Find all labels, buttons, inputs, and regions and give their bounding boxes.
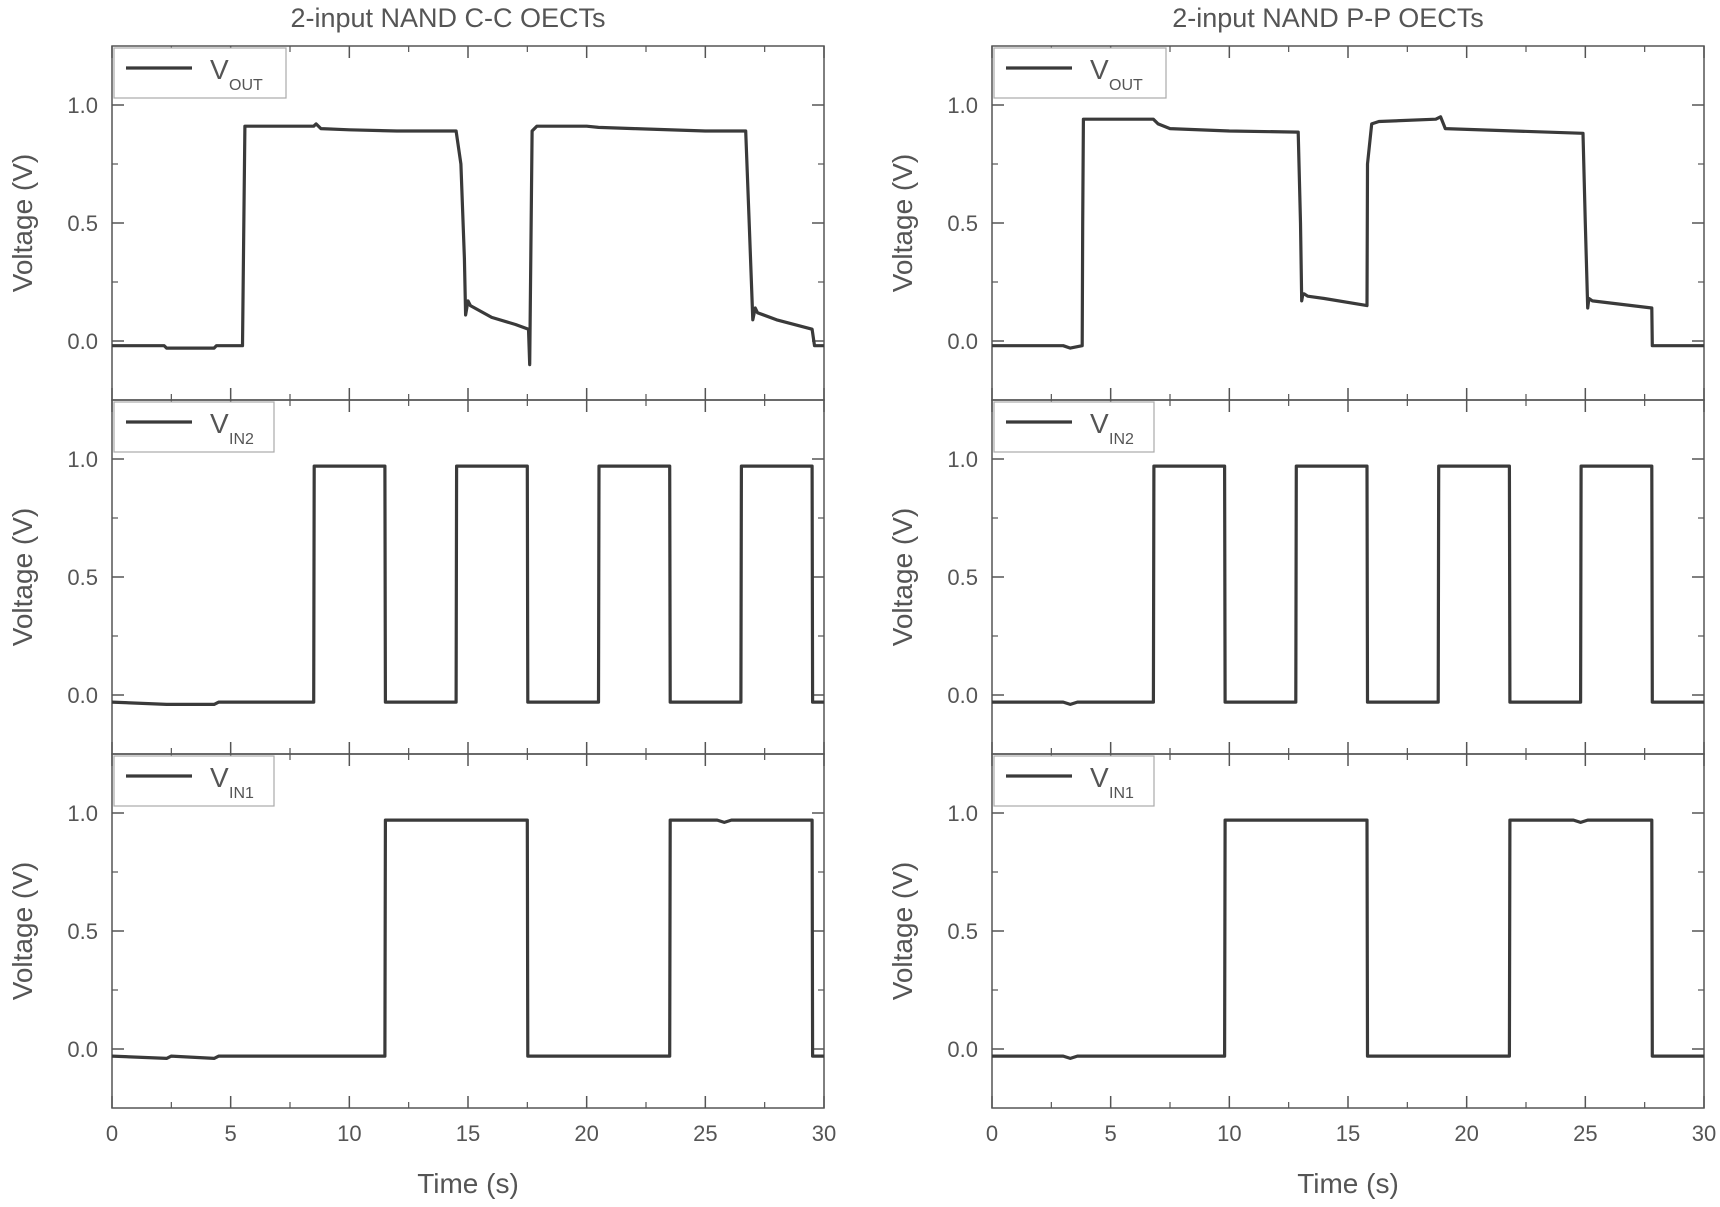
chart-title: 2-input NAND C-C OECTs bbox=[290, 3, 605, 33]
series-line bbox=[112, 122, 824, 367]
legend-box bbox=[993, 401, 1155, 453]
x-tick-label: 20 bbox=[574, 1121, 598, 1146]
x-tick-label: 25 bbox=[693, 1121, 717, 1146]
y-tick-label: 0.5 bbox=[67, 211, 98, 236]
series-line bbox=[992, 818, 1704, 1060]
x-axis-label: Time (s) bbox=[1297, 1168, 1399, 1199]
legend-label-sub: OUT bbox=[229, 77, 263, 94]
y-tick-label: 0.5 bbox=[947, 565, 978, 590]
series-line bbox=[111, 818, 824, 1060]
x-tick-label: 15 bbox=[456, 1121, 480, 1146]
y-axis-label: Voltage (V) bbox=[7, 862, 38, 1001]
y-tick-label: 1.0 bbox=[947, 801, 978, 826]
y-tick-label: 0.0 bbox=[947, 329, 978, 354]
y-tick-label: 0.0 bbox=[947, 683, 978, 708]
plot-frame bbox=[991, 45, 1705, 401]
legend-label-main: V bbox=[1090, 762, 1109, 793]
y-axis-label: Voltage (V) bbox=[887, 154, 918, 293]
legend-label-main: V bbox=[1090, 408, 1109, 439]
y-axis-label: Voltage (V) bbox=[7, 508, 38, 647]
x-tick-label: 0 bbox=[986, 1121, 998, 1146]
y-tick-label: 0.5 bbox=[67, 565, 98, 590]
legend-label-sub: IN2 bbox=[1109, 431, 1134, 448]
legend-box bbox=[993, 755, 1155, 807]
x-tick-label: 10 bbox=[337, 1121, 361, 1146]
x-tick-label: 30 bbox=[812, 1121, 836, 1146]
legend-label-main: V bbox=[210, 762, 229, 793]
legend-box bbox=[113, 755, 275, 807]
legend-label-sub: IN1 bbox=[1109, 785, 1134, 802]
legend-box bbox=[113, 401, 275, 453]
y-tick-label: 0.5 bbox=[947, 211, 978, 236]
y-tick-label: 1.0 bbox=[947, 447, 978, 472]
y-tick-label: 1.0 bbox=[67, 801, 98, 826]
x-tick-label: 20 bbox=[1454, 1121, 1478, 1146]
legend-box bbox=[993, 47, 1167, 99]
y-tick-label: 0.5 bbox=[67, 919, 98, 944]
x-tick-label: 0 bbox=[106, 1121, 118, 1146]
chart-1: 2-input NAND C-C OECTs 0.0 0.5 1.0 Voltage (… bbox=[7, 3, 836, 1199]
chart-2: 2-input NAND P-P OECTs 0.0 0.5 1.0 Voltage (… bbox=[887, 3, 1716, 1199]
y-tick-label: 0.0 bbox=[67, 329, 98, 354]
y-tick-label: 0.0 bbox=[67, 683, 98, 708]
chart-title: 2-input NAND P-P OECTs bbox=[1172, 3, 1484, 33]
y-axis-label: Voltage (V) bbox=[887, 862, 918, 1001]
x-tick-label: 30 bbox=[1692, 1121, 1716, 1146]
legend-label-main: V bbox=[1090, 54, 1109, 85]
series-line bbox=[111, 464, 824, 706]
legend-label-sub: IN1 bbox=[229, 785, 254, 802]
x-tick-label: 5 bbox=[1105, 1121, 1117, 1146]
x-axis-label: Time (s) bbox=[417, 1168, 519, 1199]
y-axis-label: Voltage (V) bbox=[887, 508, 918, 647]
x-tick-label: 10 bbox=[1217, 1121, 1241, 1146]
series-line bbox=[992, 115, 1704, 350]
y-tick-label: 1.0 bbox=[67, 447, 98, 472]
y-tick-label: 0.0 bbox=[947, 1037, 978, 1062]
y-tick-label: 0.5 bbox=[947, 919, 978, 944]
y-tick-label: 1.0 bbox=[67, 93, 98, 118]
legend-label-main: V bbox=[210, 408, 229, 439]
y-axis-label: Voltage (V) bbox=[7, 154, 38, 293]
x-tick-label: 15 bbox=[1336, 1121, 1360, 1146]
y-tick-label: 1.0 bbox=[947, 93, 978, 118]
legend-box bbox=[113, 47, 287, 99]
x-tick-label: 25 bbox=[1573, 1121, 1597, 1146]
y-tick-label: 0.0 bbox=[67, 1037, 98, 1062]
x-tick-label: 5 bbox=[225, 1121, 237, 1146]
legend-label-sub: IN2 bbox=[229, 431, 254, 448]
legend-label-main: V bbox=[210, 54, 229, 85]
series-line bbox=[992, 464, 1704, 706]
legend-label-sub: OUT bbox=[1109, 77, 1143, 94]
